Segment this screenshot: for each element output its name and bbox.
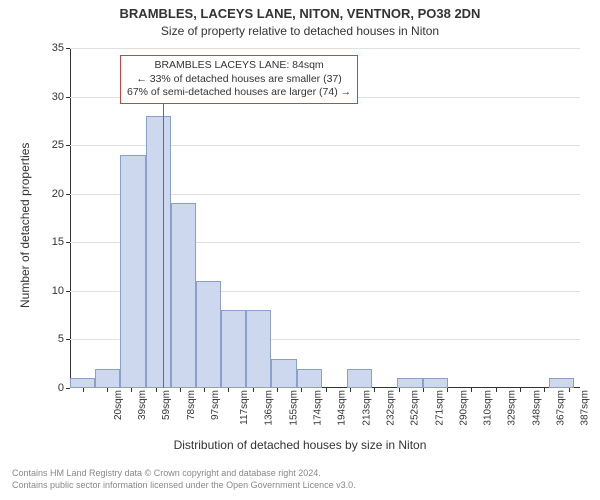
ytick-label: 5 (58, 333, 64, 345)
ytick-label: 15 (52, 236, 64, 248)
annotation-line3: 67% of semi-detached houses are larger (… (127, 86, 351, 100)
histogram-bar (397, 378, 422, 388)
xtick-label: 20sqm (113, 390, 124, 420)
xtick-mark (326, 388, 327, 392)
ytick-mark (66, 194, 70, 195)
xtick-mark (471, 388, 472, 392)
chart-title: BRAMBLES, LACEYS LANE, NITON, VENTNOR, P… (0, 6, 600, 21)
annotation-line1: BRAMBLES LACEYS LANE: 84sqm (127, 59, 351, 73)
annotation-line2: ← 33% of detached houses are smaller (37… (127, 73, 351, 87)
xtick-label: 78sqm (186, 390, 197, 420)
xtick-label: 367sqm (556, 390, 567, 426)
xtick-mark (83, 388, 84, 392)
ytick-mark (66, 242, 70, 243)
ytick-mark (66, 48, 70, 49)
histogram-bar (423, 378, 448, 388)
histogram-bar (246, 310, 271, 388)
xtick-mark (156, 388, 157, 392)
xtick-label: 252sqm (410, 390, 421, 426)
xtick-mark (277, 388, 278, 392)
histogram-bar (171, 203, 196, 388)
histogram-bar (196, 281, 221, 388)
xtick-label: 194sqm (337, 390, 348, 426)
xtick-label: 387sqm (580, 390, 591, 426)
histogram-bar (221, 310, 246, 388)
histogram-bar (146, 116, 171, 388)
reference-line (163, 67, 164, 388)
xtick-label: 117sqm (239, 390, 250, 425)
ytick-mark (66, 388, 70, 389)
xtick-label: 348sqm (531, 390, 542, 426)
ytick-label: 0 (58, 382, 64, 394)
annotation-box: BRAMBLES LACEYS LANE: 84sqm ← 33% of det… (120, 55, 358, 104)
xtick-mark (569, 388, 570, 392)
ytick-label: 25 (52, 139, 64, 151)
chart-container: BRAMBLES, LACEYS LANE, NITON, VENTNOR, P… (0, 0, 600, 500)
xtick-mark (180, 388, 181, 392)
histogram-bar (347, 369, 372, 388)
histogram-bar (95, 369, 120, 388)
footer-line1: Contains HM Land Registry data © Crown c… (12, 468, 321, 478)
x-axis-label: Distribution of detached houses by size … (0, 438, 600, 452)
histogram-bar (120, 155, 145, 388)
xtick-mark (447, 388, 448, 392)
xtick-mark (496, 388, 497, 392)
ytick-mark (66, 291, 70, 292)
xtick-mark (423, 388, 424, 392)
xtick-mark (544, 388, 545, 392)
xtick-label: 155sqm (288, 390, 299, 426)
xtick-label: 136sqm (264, 390, 275, 426)
ytick-label: 20 (52, 188, 64, 200)
xtick-label: 59sqm (161, 390, 172, 420)
xtick-label: 271sqm (434, 390, 445, 426)
xtick-mark (374, 388, 375, 392)
xtick-mark (253, 388, 254, 392)
xtick-label: 174sqm (313, 390, 324, 426)
xtick-label: 213sqm (361, 390, 372, 426)
gridline (70, 48, 580, 49)
xtick-mark (399, 388, 400, 392)
xtick-mark (301, 388, 302, 392)
y-axis-line (70, 48, 71, 388)
xtick-label: 329sqm (507, 390, 518, 426)
histogram-bar (70, 378, 95, 388)
ytick-label: 30 (52, 91, 64, 103)
xtick-mark (228, 388, 229, 392)
ytick-mark (66, 145, 70, 146)
xtick-mark (350, 388, 351, 392)
xtick-mark (520, 388, 521, 392)
ytick-label: 10 (52, 285, 64, 297)
histogram-bar (271, 359, 296, 388)
ytick-mark (66, 339, 70, 340)
xtick-label: 290sqm (458, 390, 469, 426)
xtick-label: 232sqm (386, 390, 397, 426)
xtick-mark (131, 388, 132, 392)
ytick-mark (66, 97, 70, 98)
chart-subtitle: Size of property relative to detached ho… (0, 24, 600, 38)
xtick-label: 39sqm (137, 390, 148, 420)
histogram-bar (549, 378, 574, 388)
xtick-mark (107, 388, 108, 392)
xtick-label: 97sqm (210, 390, 221, 420)
xtick-mark (204, 388, 205, 392)
ytick-label: 35 (52, 42, 64, 54)
y-axis-label: Number of detached properties (18, 143, 32, 308)
xtick-label: 310sqm (483, 390, 494, 426)
histogram-bar (297, 369, 322, 388)
footer-line2: Contains public sector information licen… (12, 480, 356, 490)
